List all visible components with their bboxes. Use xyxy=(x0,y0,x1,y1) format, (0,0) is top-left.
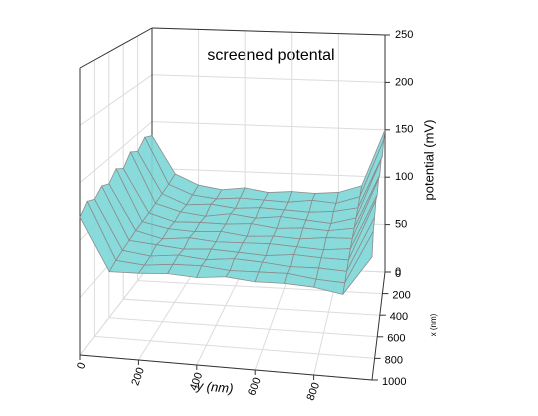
z-tick-label: 200 xyxy=(395,76,413,88)
grid-line xyxy=(151,74,386,83)
grid-line xyxy=(196,265,246,366)
z-tick-label: 250 xyxy=(395,29,413,41)
x-axis-label: x (nm) xyxy=(429,313,438,336)
x-tick-label: 400 xyxy=(390,311,408,323)
surface-patch xyxy=(137,263,174,275)
surface-patch xyxy=(342,231,374,295)
x-tick-label: 200 xyxy=(392,290,410,302)
box-edge xyxy=(79,27,153,69)
z-axis-label: potential (mV) xyxy=(421,120,436,201)
box-edge xyxy=(151,27,386,36)
grid-line xyxy=(123,298,380,316)
y-tick-label: 0 xyxy=(75,361,88,371)
surface-patch xyxy=(234,197,265,209)
surface-patch xyxy=(323,237,353,251)
surface-patch xyxy=(166,263,203,278)
y-tick-label: 800 xyxy=(305,381,323,402)
surface-patch xyxy=(194,222,227,233)
grid-line xyxy=(108,317,378,338)
x-tick-label: 600 xyxy=(387,333,405,345)
grid-line xyxy=(151,121,386,131)
y-tick-label: 400 xyxy=(188,371,206,392)
y-tick-label: 600 xyxy=(246,376,264,397)
z-tick-label: 50 xyxy=(395,219,407,231)
x-tick-label: 800 xyxy=(385,354,403,366)
box-edge xyxy=(79,354,373,381)
z-tick-label: 0 xyxy=(395,266,401,278)
grid-line xyxy=(79,261,153,356)
grid-line xyxy=(79,121,153,184)
chart-title: screened potental xyxy=(207,47,334,64)
z-tick-label: 150 xyxy=(395,124,413,136)
grid-line xyxy=(151,167,386,178)
grid-line xyxy=(254,267,293,371)
grid-line xyxy=(137,263,200,361)
y-axis-label: y (nm) xyxy=(195,378,234,396)
x-tick-label: 1000 xyxy=(382,376,406,388)
grid-line xyxy=(79,74,153,126)
surface-patch xyxy=(254,271,289,284)
y-tick-label: 200 xyxy=(129,366,147,387)
grid-line xyxy=(94,335,375,359)
surface-patch xyxy=(225,270,260,283)
z-tick-label: 100 xyxy=(395,171,413,183)
x-tick-label: 0 xyxy=(395,268,401,280)
box-edge xyxy=(371,271,386,381)
